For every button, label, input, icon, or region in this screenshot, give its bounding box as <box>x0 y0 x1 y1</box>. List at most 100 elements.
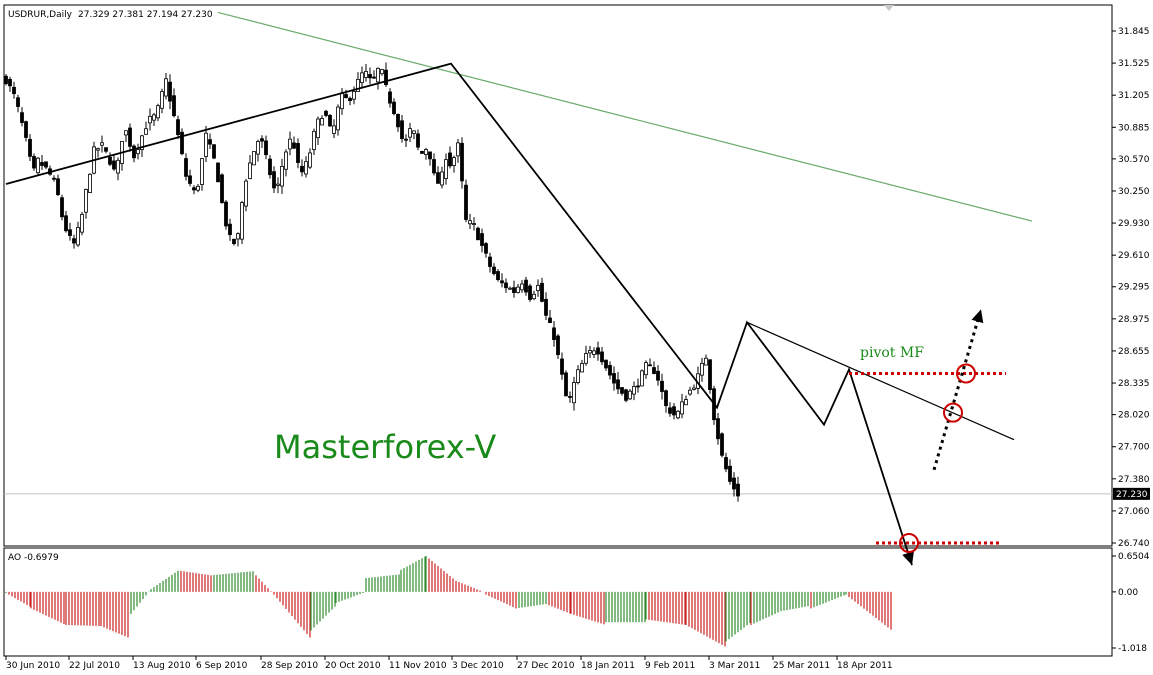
candle-body <box>552 327 556 340</box>
candle-body <box>96 148 100 151</box>
candle-body <box>108 156 112 165</box>
zigzag-line <box>5 62 913 566</box>
candle-body <box>324 110 328 116</box>
time-axis-label: 22 Jul 2010 <box>69 661 120 671</box>
candle-body <box>736 483 740 497</box>
candle-body <box>212 144 216 159</box>
price-axis-label: 29.930 <box>1118 219 1150 229</box>
candle-body <box>456 142 460 157</box>
candle-body <box>460 142 464 182</box>
candle-body <box>164 78 168 97</box>
price-axis-label: 27.380 <box>1118 475 1150 485</box>
candle-body <box>52 177 56 180</box>
shift-marker-icon <box>884 5 894 11</box>
candle-body <box>196 185 200 191</box>
candle-body <box>40 162 44 166</box>
candle-body <box>468 220 472 225</box>
price-panel-border <box>3 4 1113 547</box>
time-axis-label: 3 Mar 2011 <box>709 661 760 671</box>
candle-body <box>160 91 164 109</box>
target-circle-icon <box>943 402 963 423</box>
price-axis-label: 27.700 <box>1118 443 1150 453</box>
trendline <box>746 321 1015 441</box>
candle-body <box>312 130 316 150</box>
candle-body <box>180 131 184 155</box>
candle-body <box>676 410 680 419</box>
candle-body <box>532 293 536 300</box>
candle-body <box>72 238 76 244</box>
candle-body <box>36 157 40 174</box>
time-axis-label: 20 Oct 2010 <box>325 661 381 671</box>
candle-body <box>384 69 388 86</box>
candle-body <box>152 114 156 121</box>
candle-body <box>244 180 248 207</box>
candle-body <box>8 78 12 87</box>
candle-body <box>56 178 60 196</box>
candle-body <box>448 152 452 167</box>
candle-body <box>320 118 324 126</box>
candle-body <box>168 81 172 102</box>
candle-body <box>68 229 72 236</box>
candle-body <box>416 133 420 148</box>
candle-body <box>204 132 208 157</box>
candle-body <box>500 280 504 284</box>
candle-body <box>260 138 264 142</box>
candle-body <box>568 396 572 398</box>
candle-body <box>504 282 508 289</box>
pivot-label: pivot MF <box>860 345 924 361</box>
price-axis-label: 30.250 <box>1118 187 1150 197</box>
candle-body <box>708 359 712 390</box>
price-axis-label: 28.335 <box>1118 379 1150 389</box>
candle-body <box>188 175 192 184</box>
time-axis-label: 28 Sep 2010 <box>261 661 318 671</box>
candle-body <box>632 386 636 395</box>
candle-body <box>316 118 320 139</box>
price-axis-label: 28.020 <box>1118 411 1150 421</box>
time-axis-label: 9 Feb 2011 <box>645 661 695 671</box>
price-axis-label: 29.610 <box>1118 251 1150 261</box>
candle-body <box>364 71 368 78</box>
candle-body <box>352 91 356 100</box>
candle-body <box>580 363 584 373</box>
target-arrowhead-icon <box>902 551 914 566</box>
candle-body <box>684 399 688 406</box>
candle-body <box>104 147 108 152</box>
candle-body <box>388 91 392 104</box>
candle-body <box>264 140 268 156</box>
ohlc-readout: 27.329 27.381 27.194 27.230 <box>78 10 213 20</box>
time-axis-label: 25 Mar 2011 <box>773 661 830 671</box>
candle-body <box>688 389 692 395</box>
price-axis-label: 30.885 <box>1118 123 1150 133</box>
candle-body <box>208 139 212 145</box>
candle-body <box>12 86 16 95</box>
candle-body <box>444 159 448 179</box>
candle-body <box>336 106 340 131</box>
candle-body <box>332 125 336 134</box>
candle-body <box>28 138 32 157</box>
price-axis-label: 29.295 <box>1118 283 1150 293</box>
candle-body <box>732 477 736 490</box>
candle-body <box>60 197 64 218</box>
candle-body <box>672 406 676 416</box>
candle-body <box>644 362 648 376</box>
candle-body <box>348 97 352 101</box>
candle-body <box>172 95 176 117</box>
candle-body <box>692 387 696 390</box>
candle-body <box>596 347 600 355</box>
candle-body <box>704 357 708 366</box>
candle-body <box>192 187 196 191</box>
candle-body <box>720 433 724 456</box>
time-axis-label: 6 Sep 2010 <box>196 661 248 671</box>
candle-body <box>280 165 284 187</box>
candle-body <box>112 160 116 170</box>
candle-body <box>724 457 728 470</box>
candle-body <box>620 387 624 394</box>
candle-body <box>544 298 548 316</box>
time-axis-label: 18 Apr 2011 <box>837 661 893 671</box>
candle-body <box>132 145 136 159</box>
candle-body <box>652 367 656 374</box>
price-axis-label: 31.845 <box>1118 27 1150 37</box>
candle-body <box>476 227 480 241</box>
candle-body <box>356 78 360 92</box>
ao-axis-label: 0.00 <box>1118 588 1138 598</box>
